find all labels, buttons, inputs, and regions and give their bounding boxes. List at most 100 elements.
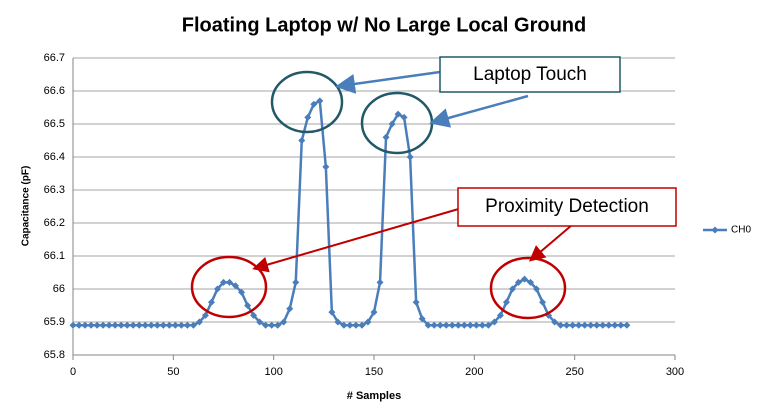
- data-point: [412, 298, 420, 306]
- y-tick-label: 66.1: [44, 250, 65, 262]
- x-axis-label: # Samples: [347, 390, 401, 402]
- data-point: [316, 97, 324, 105]
- data-point: [262, 321, 270, 329]
- data-point: [256, 318, 264, 326]
- data-point: [418, 315, 426, 323]
- data-point: [394, 110, 402, 118]
- data-point: [599, 321, 607, 329]
- y-tick-label: 66.2: [44, 217, 65, 229]
- y-tick-label: 66.4: [44, 151, 65, 163]
- data-point: [370, 308, 378, 316]
- data-point: [593, 321, 601, 329]
- data-point: [581, 321, 589, 329]
- data-point: [623, 321, 631, 329]
- data-point: [514, 278, 522, 286]
- arrow: [528, 224, 573, 262]
- x-tick-label: 0: [70, 366, 76, 378]
- arrow: [335, 70, 441, 94]
- data-point: [617, 321, 625, 329]
- data-point: [352, 321, 360, 329]
- data-point: [340, 321, 348, 329]
- data-point: [448, 321, 456, 329]
- arrow: [429, 94, 529, 128]
- data-point: [213, 285, 221, 293]
- data-point: [533, 285, 541, 293]
- data-point: [220, 278, 227, 286]
- data-point: [274, 321, 282, 329]
- data-point: [508, 285, 516, 293]
- data-point: [328, 308, 336, 316]
- data-point: [75, 321, 83, 329]
- data-point: [292, 278, 300, 286]
- data-point: [141, 321, 149, 329]
- data-point: [587, 321, 595, 329]
- data-point: [310, 100, 318, 108]
- data-point: [123, 321, 131, 329]
- x-tick-label: 250: [565, 366, 583, 378]
- data-point: [424, 321, 432, 329]
- data-point: [189, 321, 197, 329]
- data-point: [207, 298, 215, 306]
- data-point: [346, 321, 354, 329]
- y-tick-label: 66.6: [44, 85, 65, 97]
- data-point: [334, 318, 342, 326]
- annotations: Laptop Touch Proximity Detection: [190, 56, 677, 320]
- data-point: [81, 321, 89, 329]
- data-point: [153, 321, 161, 329]
- y-tick-label: 65.9: [44, 316, 65, 328]
- highlight-ellipse: [489, 256, 567, 320]
- data-point: [304, 113, 312, 121]
- data-point: [286, 305, 294, 313]
- data-point: [551, 318, 559, 326]
- data-point: [563, 321, 571, 329]
- highlight-ellipse: [270, 70, 344, 134]
- data-point: [111, 321, 119, 329]
- data-point: [430, 321, 438, 329]
- data-point: [364, 318, 372, 326]
- callout-box: [439, 56, 621, 93]
- data-point: [298, 137, 306, 144]
- data-point: [322, 163, 330, 171]
- arrow: [252, 207, 463, 273]
- x-tick-label: 100: [264, 366, 282, 378]
- data-point: [93, 321, 101, 329]
- data-point: [569, 321, 577, 329]
- data-point: [406, 153, 414, 161]
- data-point: [195, 318, 203, 326]
- data-point: [268, 321, 276, 329]
- data-point: [539, 298, 547, 306]
- callout-text: Proximity Detection: [485, 196, 649, 217]
- data-point: [605, 321, 613, 329]
- data-point: [165, 321, 173, 329]
- chart-title: Floating Laptop w/ No Large Local Ground: [182, 14, 586, 36]
- data-point: [87, 321, 95, 329]
- data-point: [183, 321, 191, 329]
- data-point: [382, 133, 390, 141]
- data-point: [244, 302, 252, 309]
- y-tick-label: 66.5: [44, 118, 65, 130]
- data-point: [232, 282, 240, 290]
- highlight-ellipse: [190, 255, 268, 319]
- y-tick-label: 66.3: [44, 184, 65, 196]
- data-point: [496, 311, 504, 319]
- highlight-ellipse: [360, 91, 434, 155]
- data-point: [575, 321, 583, 329]
- data-point: [436, 321, 444, 329]
- y-tick-label: 66.7: [44, 52, 65, 64]
- data-point: [521, 275, 528, 283]
- data-point: [454, 321, 462, 329]
- y-axis-label: Capacitance (pF): [21, 166, 32, 247]
- callout-text: Laptop Touch: [473, 64, 587, 85]
- x-tick-label: 150: [365, 366, 383, 378]
- data-point: [611, 321, 619, 329]
- legend-marker: [711, 226, 719, 234]
- data-point: [99, 321, 107, 329]
- data-point: [502, 298, 510, 306]
- plot-area: 65.8 65.9 66 66.1 66.2 66.3 66.4 66.5 66.6 66.7 0 5…: [44, 52, 752, 378]
- data-point: [117, 321, 125, 329]
- y-tick-label: 65.8: [44, 349, 65, 361]
- data-point: [484, 321, 492, 329]
- data-point: [171, 321, 179, 329]
- data-point: [147, 321, 155, 329]
